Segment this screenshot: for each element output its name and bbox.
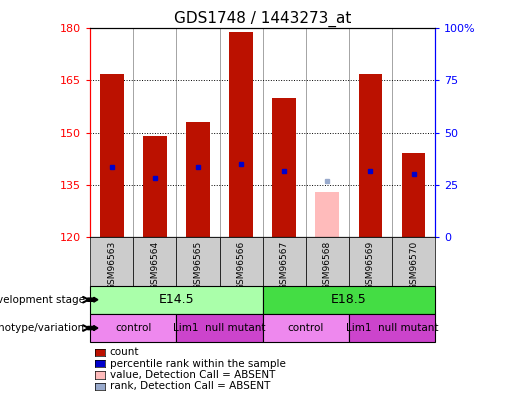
Bar: [219, 237, 263, 286]
Bar: [90, 286, 263, 314]
Text: development stage: development stage: [0, 295, 85, 305]
Text: Lim1  null mutant: Lim1 null mutant: [346, 323, 438, 333]
Text: value, Detection Call = ABSENT: value, Detection Call = ABSENT: [110, 370, 275, 380]
Bar: [90, 314, 176, 342]
Text: GSM96566: GSM96566: [236, 241, 246, 290]
Bar: [272, 98, 296, 237]
Bar: [392, 237, 435, 286]
Bar: [186, 122, 210, 237]
Bar: [263, 314, 349, 342]
Bar: [90, 237, 133, 286]
Text: control: control: [287, 323, 324, 333]
Text: GSM96567: GSM96567: [280, 241, 289, 290]
Bar: [229, 32, 253, 237]
Text: percentile rank within the sample: percentile rank within the sample: [110, 359, 286, 369]
Bar: [176, 314, 263, 342]
Text: E14.5: E14.5: [159, 293, 194, 306]
Text: E18.5: E18.5: [331, 293, 367, 306]
Bar: [263, 286, 435, 314]
Bar: [402, 153, 425, 237]
Bar: [176, 237, 219, 286]
Bar: [358, 74, 382, 237]
Bar: [263, 237, 306, 286]
Text: GSM96568: GSM96568: [323, 241, 332, 290]
Title: GDS1748 / 1443273_at: GDS1748 / 1443273_at: [174, 11, 351, 27]
Text: GSM96563: GSM96563: [107, 241, 116, 290]
Text: rank, Detection Call = ABSENT: rank, Detection Call = ABSENT: [110, 382, 270, 391]
Bar: [316, 192, 339, 237]
Text: GSM96569: GSM96569: [366, 241, 375, 290]
Text: genotype/variation: genotype/variation: [0, 323, 85, 333]
Bar: [349, 314, 435, 342]
Bar: [306, 237, 349, 286]
Bar: [349, 237, 392, 286]
Bar: [100, 74, 124, 237]
Bar: [133, 237, 176, 286]
Text: control: control: [115, 323, 151, 333]
Bar: [143, 136, 167, 237]
Text: GSM96570: GSM96570: [409, 241, 418, 290]
Text: count: count: [110, 347, 139, 357]
Text: Lim1  null mutant: Lim1 null mutant: [173, 323, 266, 333]
Text: GSM96564: GSM96564: [150, 241, 159, 290]
Text: GSM96565: GSM96565: [194, 241, 202, 290]
